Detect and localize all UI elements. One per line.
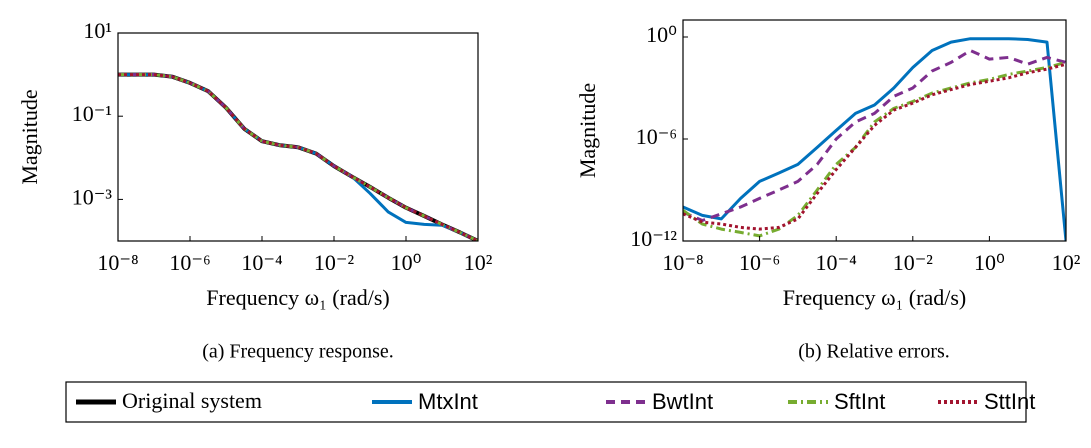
legend-label: BwtInt — [652, 389, 713, 414]
plot-frame — [682, 19, 1067, 242]
caption: (a) Frequency response. — [202, 341, 394, 363]
x-tick-label: 10⁻⁸ — [97, 250, 138, 275]
legend-label: MtxInt — [418, 389, 478, 414]
x-tick-label: 10⁰ — [974, 250, 1005, 275]
caption: (b) Relative errors. — [798, 341, 950, 363]
x-tick-label: 10⁰ — [391, 250, 422, 275]
legend-box — [65, 381, 1027, 423]
y-tick-label: 10⁻⁶ — [636, 124, 677, 149]
x-tick-label: 10⁻² — [893, 250, 934, 275]
series-line — [683, 62, 1066, 231]
series-line — [118, 73, 478, 241]
x-tick-label: 10⁻⁶ — [169, 250, 210, 275]
x-tick-label: 10⁻² — [314, 250, 355, 275]
x-axis-label: Frequency ω₁ (rad/s) — [783, 285, 966, 310]
series-line — [683, 60, 1066, 238]
series-line — [118, 73, 478, 241]
legend-label: SttInt — [984, 389, 1035, 414]
x-tick-label: 10² — [464, 250, 493, 275]
y-tick-label: 10⁰ — [646, 22, 677, 47]
plot-frame — [117, 32, 479, 242]
x-tick-label: 10⁻⁴ — [241, 250, 283, 275]
y-tick-label: 10⁻¹ — [72, 101, 112, 126]
legend-label: SftInt — [834, 389, 885, 414]
legend-label: Original system — [122, 388, 262, 413]
x-tick-label: 10⁻⁸ — [662, 250, 703, 275]
series-line — [683, 37, 1066, 241]
y-tick-label: 10¹ — [83, 18, 112, 43]
y-tick-label: 10⁻¹² — [630, 226, 677, 251]
x-axis-label: Frequency ω₁ (rad/s) — [206, 285, 389, 310]
y-axis-label: Magnitude — [17, 89, 42, 184]
series-line — [683, 49, 1066, 222]
y-tick-label: 10⁻³ — [72, 184, 113, 209]
x-tick-label: 10² — [1052, 250, 1081, 275]
x-tick-label: 10⁻⁴ — [816, 250, 858, 275]
y-axis-label: Magnitude — [575, 83, 600, 178]
x-tick-label: 10⁻⁶ — [739, 250, 780, 275]
